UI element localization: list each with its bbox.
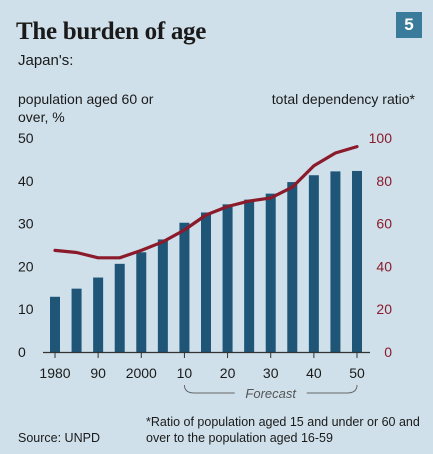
left-y-tick-label: 10 (18, 301, 34, 317)
bar (352, 170, 362, 352)
right-y-tick-label: 100 (369, 130, 393, 146)
right-y-tick-label: 20 (376, 301, 392, 317)
x-tick-label: 50 (349, 365, 365, 381)
source-note: Source: UNPD (18, 431, 100, 445)
x-tick-label: 30 (263, 365, 279, 381)
bar (157, 239, 168, 352)
x-tick-label: 1980 (39, 365, 70, 381)
bar (201, 212, 211, 352)
right-y-tick-label: 80 (376, 173, 392, 189)
forecast-label: Forecast (245, 386, 297, 401)
chart-subtitle: Japan's: (18, 52, 74, 69)
x-tick-label: 90 (90, 365, 106, 381)
left-y-tick-label: 30 (18, 216, 34, 232)
right-axis-label: total dependency ratio* (271, 91, 415, 107)
bar (50, 296, 60, 352)
chart-title: The burden of age (16, 18, 207, 45)
left-axis-label: population aged 60 or over, % (18, 91, 154, 125)
left-y-tick-label: 0 (18, 344, 26, 360)
bar (179, 222, 190, 352)
bar (222, 204, 233, 352)
bar (308, 175, 319, 352)
footnote: *Ratio of population aged 15 and under o… (146, 415, 420, 445)
bar (330, 171, 341, 352)
dependency-ratio-line (53, 145, 359, 260)
forecast-bracket (183, 384, 358, 394)
x-tick-label: 10 (177, 365, 193, 381)
bar (265, 193, 276, 352)
bar (114, 263, 125, 352)
left-y-tick-label: 20 (18, 258, 34, 274)
right-y-tick-label: 0 (384, 344, 392, 360)
left-y-tick-label: 40 (18, 173, 34, 189)
x-tick-label: 40 (306, 365, 322, 381)
bar (93, 277, 104, 352)
bar (244, 199, 255, 352)
left-y-tick-label: 50 (18, 130, 34, 146)
x-tick-label: 2000 (126, 365, 157, 381)
chart-number-badge: 5 (396, 12, 422, 38)
x-tick-label: 20 (220, 365, 236, 381)
bar (287, 182, 298, 352)
right-y-tick-label: 60 (376, 216, 392, 232)
right-y-tick-label: 40 (376, 258, 392, 274)
bar (136, 252, 147, 352)
bar (71, 288, 82, 352)
